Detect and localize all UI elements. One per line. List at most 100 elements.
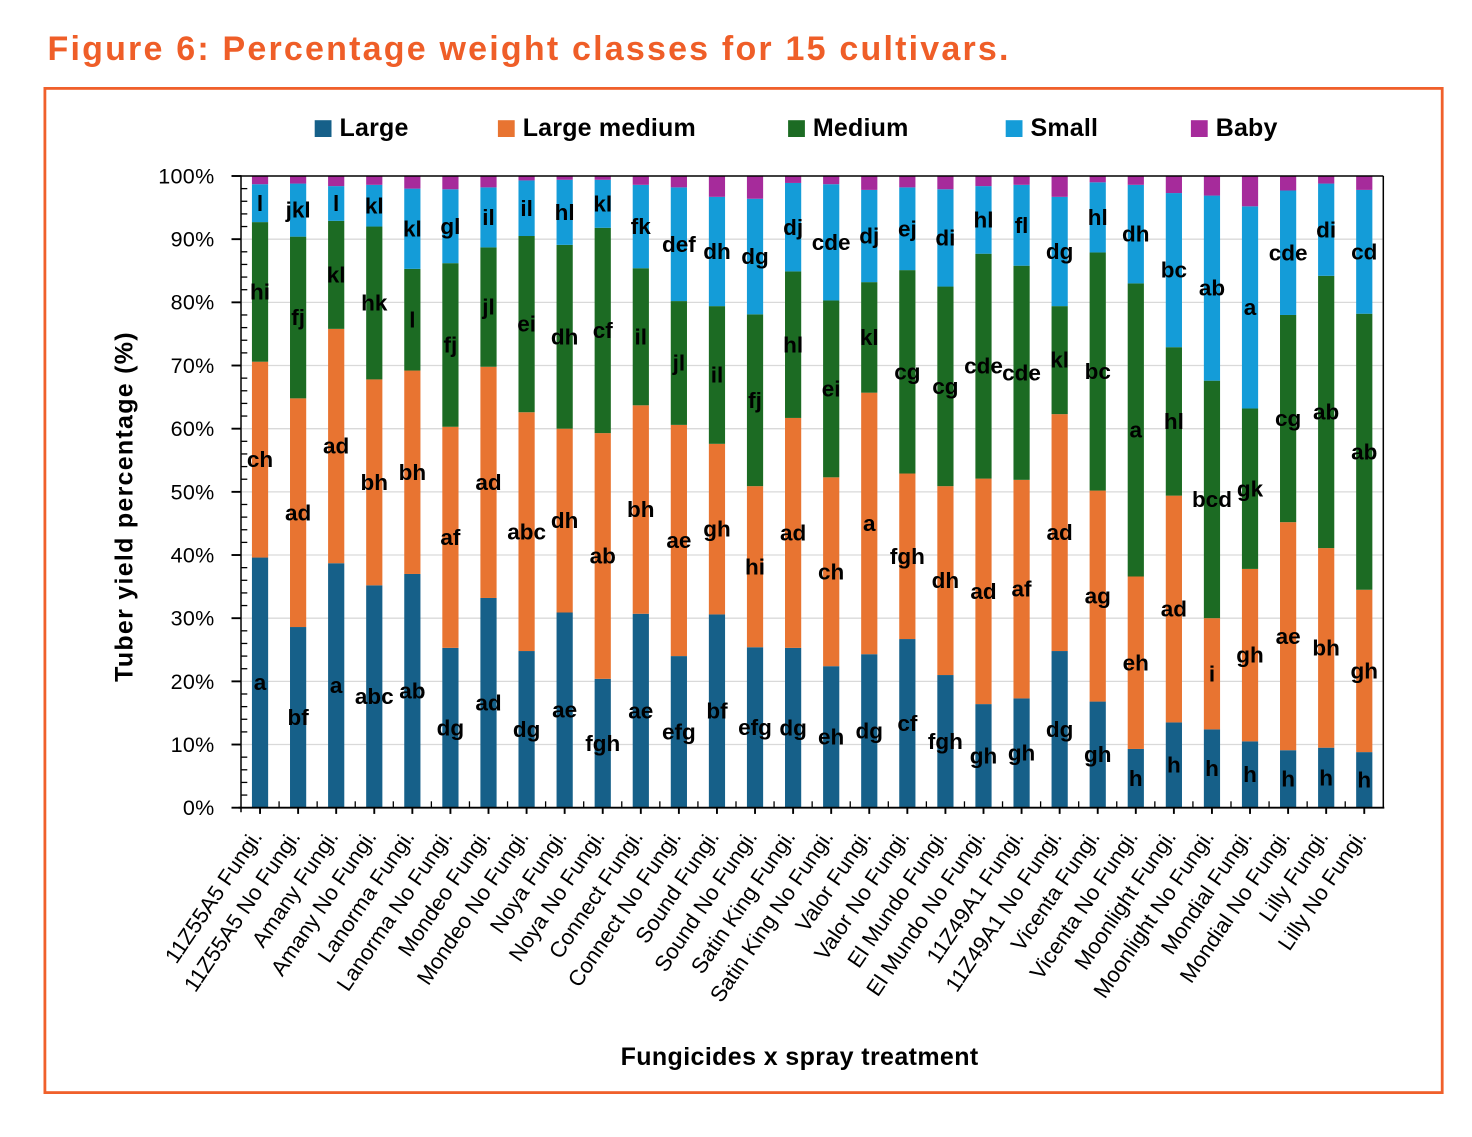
svg-text:ab: ab [1313,400,1339,425]
svg-text:30%: 30% [171,607,215,631]
svg-text:kl: kl [403,216,422,241]
svg-text:ab: ab [1351,439,1377,464]
svg-text:cd: cd [1351,239,1377,264]
svg-text:h: h [1357,768,1371,793]
svg-text:kl: kl [327,262,346,287]
svg-text:ad: ad [970,579,996,604]
svg-text:bcd: bcd [1192,487,1232,512]
svg-text:Large medium: Large medium [523,114,696,142]
svg-text:fgh: fgh [928,729,963,754]
svg-text:cde: cde [1269,240,1308,265]
svg-text:Medium: Medium [813,114,909,142]
svg-text:af: af [440,525,461,550]
svg-text:efg: efg [738,715,772,740]
svg-text:hl: hl [783,332,803,357]
svg-text:cde: cde [1002,360,1041,385]
svg-text:def: def [662,232,696,257]
svg-text:di: di [935,226,955,251]
svg-text:cde: cde [964,354,1003,379]
svg-text:Fungicides x spray treatment: Fungicides x spray treatment [621,1043,979,1071]
svg-text:kl: kl [365,193,384,218]
svg-text:cf: cf [593,318,614,343]
svg-text:kl: kl [593,191,612,216]
svg-text:ab: ab [590,544,616,569]
svg-text:Small: Small [1031,114,1099,142]
svg-text:Tuber yield percentage (%): Tuber yield percentage (%) [110,331,138,682]
svg-text:bf: bf [706,699,728,724]
svg-text:kl: kl [860,325,879,350]
svg-text:il: il [635,324,648,349]
svg-text:ad: ad [475,470,501,495]
svg-text:gh: gh [1084,742,1112,767]
svg-text:Figure 6: Percentage weight cl: Figure 6: Percentage weight classes for … [48,30,1011,68]
svg-text:100%: 100% [158,164,214,188]
svg-text:Large: Large [340,114,409,142]
svg-text:ae: ae [666,528,691,553]
svg-text:fgh: fgh [890,544,925,569]
svg-text:a: a [330,673,343,698]
svg-text:hl: hl [974,208,994,233]
svg-text:abc: abc [355,684,394,709]
svg-text:kl: kl [1050,348,1069,373]
svg-text:ch: ch [247,447,273,472]
svg-text:gh: gh [1236,643,1264,668]
svg-text:bh: bh [399,460,427,485]
svg-text:a: a [863,511,876,536]
svg-text:dh: dh [703,239,731,264]
svg-text:efg: efg [662,720,696,745]
svg-text:dg: dg [437,715,465,740]
svg-text:ch: ch [818,559,844,584]
svg-text:abc: abc [507,519,546,544]
svg-text:il: il [520,196,533,221]
svg-text:ej: ej [898,216,917,241]
svg-text:bf: bf [287,705,309,730]
svg-text:10%: 10% [171,733,215,757]
svg-text:dj: dj [783,215,803,240]
svg-text:dh: dh [932,568,960,593]
svg-text:70%: 70% [171,354,215,378]
svg-text:af: af [1012,577,1033,602]
svg-text:i: i [1209,661,1215,686]
svg-text:ag: ag [1085,584,1111,609]
svg-text:fgh: fgh [585,731,620,756]
svg-text:jl: jl [481,295,495,320]
svg-text:gk: gk [1237,476,1264,501]
svg-text:dh: dh [1122,222,1150,247]
svg-text:80%: 80% [171,291,215,315]
svg-text:jkl: jkl [285,198,311,223]
svg-text:bh: bh [1312,635,1340,660]
svg-text:ae: ae [552,698,577,723]
svg-text:h: h [1319,765,1333,790]
svg-text:dg: dg [741,244,769,269]
svg-text:hl: hl [555,200,575,225]
svg-text:il: il [711,363,724,388]
svg-text:hl: hl [1088,205,1108,230]
svg-text:l: l [257,191,263,216]
svg-text:dj: dj [859,224,879,249]
svg-text:dg: dg [1046,717,1074,742]
svg-text:20%: 20% [171,670,215,694]
svg-text:gl: gl [440,214,460,239]
svg-text:gh: gh [1351,659,1379,684]
svg-text:ad: ad [475,690,501,715]
svg-text:h: h [1243,762,1257,787]
svg-text:hl: hl [1164,409,1184,434]
svg-text:ad: ad [780,521,806,546]
svg-text:eh: eh [1123,650,1149,675]
svg-text:eh: eh [818,725,844,750]
svg-text:fj: fj [748,388,762,413]
svg-text:bh: bh [627,497,655,522]
svg-text:ad: ad [285,500,311,525]
svg-text:ad: ad [1161,597,1187,622]
svg-text:cg: cg [1275,406,1301,431]
svg-text:hk: hk [361,291,388,316]
svg-text:dg: dg [779,715,807,740]
svg-text:jl: jl [672,351,686,376]
svg-text:dh: dh [551,324,579,349]
svg-text:hi: hi [250,280,270,305]
svg-text:h: h [1129,766,1143,791]
svg-text:gh: gh [1008,741,1036,766]
svg-text:ei: ei [517,312,536,337]
svg-text:ei: ei [822,376,841,401]
svg-text:bh: bh [361,470,389,495]
